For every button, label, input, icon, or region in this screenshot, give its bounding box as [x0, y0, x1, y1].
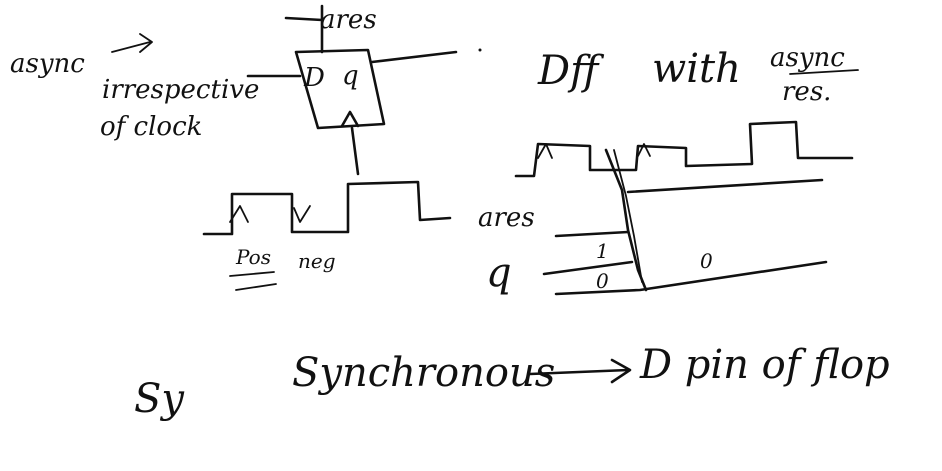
title-dff: Dff: [537, 48, 605, 94]
dff-q-label: q: [342, 61, 359, 91]
ares-input-line: [284, 4, 324, 54]
clock-triangle: [340, 110, 360, 128]
q-output-line: [370, 50, 458, 64]
ares-top-label: ares: [320, 5, 377, 35]
synchronous-label: Synchronous: [292, 350, 555, 396]
q-wave-label: q: [486, 250, 512, 296]
of-clock-label: of clock: [100, 112, 202, 142]
dff-box: [294, 48, 386, 130]
clock-wave-right: [514, 120, 854, 178]
clock-waveform-left: Pos neg: [202, 180, 452, 291]
title-async-underline: [789, 69, 859, 75]
async-label: async: [10, 49, 85, 79]
q-one-left: 1: [596, 239, 609, 263]
sync-abbrev: Sy: [134, 376, 185, 422]
negedge-arrow: [293, 205, 311, 223]
title-with: with: [652, 46, 741, 92]
clock-input-line: [350, 126, 360, 176]
clock-edge-arrow-right: [537, 143, 553, 159]
q-zero-right: 0: [700, 249, 713, 273]
ink-dot: [478, 48, 482, 52]
q-zero-left: 0: [596, 269, 609, 293]
ares-wave: [554, 178, 824, 238]
q-wave: [542, 260, 828, 296]
timing-diagram: ares q 1 0 0: [478, 120, 854, 296]
pos-underline: [229, 271, 277, 291]
reset-slash-line-2: [613, 149, 643, 283]
dff-d-label: D: [303, 63, 325, 93]
async-arrow: [111, 33, 153, 53]
irrespective-label: irrespective: [102, 75, 259, 105]
posedge-arrow: [229, 205, 249, 223]
dff-block: ares D q: [246, 4, 482, 176]
d-pin-label: D pin of flop: [639, 342, 890, 388]
synchronous-arrow: [528, 358, 632, 384]
pos-label: Pos: [235, 245, 271, 269]
title-res: res.: [782, 77, 831, 107]
title-async: async: [770, 43, 845, 73]
clock-wave: [202, 180, 452, 236]
neg-label: neg: [298, 249, 336, 273]
ares-wave-label: ares: [478, 203, 535, 233]
clock-edge-arrow-right-2: [637, 143, 651, 157]
